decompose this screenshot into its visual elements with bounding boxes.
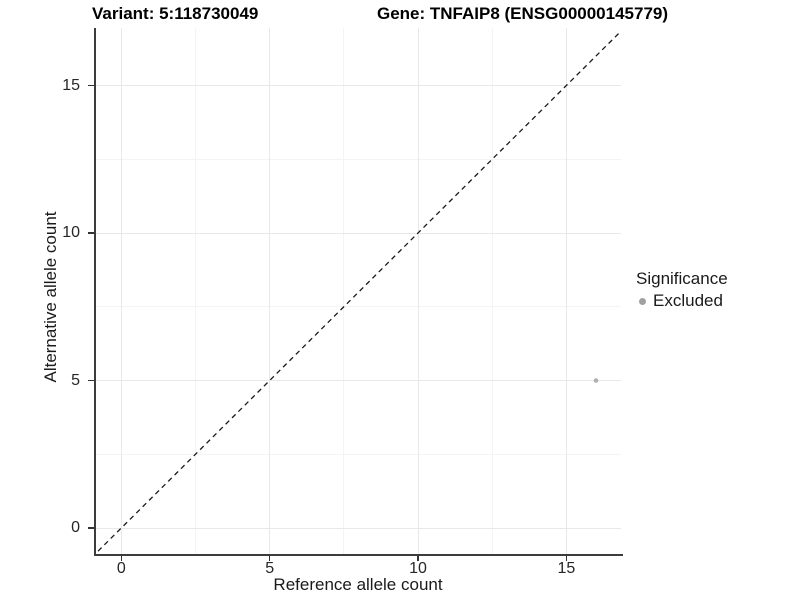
grid-minor-x: [343, 28, 345, 554]
grid-minor-y: [95, 158, 621, 160]
x-tick-label: 15: [557, 560, 576, 577]
y-tick-label: 5: [71, 371, 80, 389]
grid-major-y: [95, 527, 621, 529]
grid-minor-y: [95, 306, 621, 308]
grid-minor-x: [491, 28, 493, 554]
plot-title-gene: Gene: TNFAIP8 (ENSG00000145779): [377, 4, 669, 23]
data-point: [593, 378, 599, 383]
y-tick-label: 10: [62, 224, 80, 241]
y-tick-mark: [88, 379, 94, 382]
plot-panel: [95, 28, 621, 554]
x-tick-mark: [268, 556, 271, 561]
x-tick-label: 10: [409, 560, 427, 577]
x-tick-mark: [120, 556, 123, 561]
x-tick-mark: [417, 556, 419, 561]
grid-major-y: [95, 232, 621, 234]
grid-minor-y: [95, 453, 621, 455]
grid-minor-x: [194, 28, 196, 554]
x-tick-label: 5: [265, 560, 275, 577]
identity-line: [95, 30, 621, 554]
x-tick-label: 0: [116, 560, 126, 577]
y-tick-mark: [88, 527, 94, 529]
y-tick-label: 0: [71, 519, 80, 536]
grid-major-x: [417, 28, 419, 554]
x-tick-mark: [565, 556, 568, 561]
grid-major-x: [120, 28, 122, 554]
grid-major-y: [95, 380, 621, 381]
plot-title-variant: Variant: 5:118730049: [92, 4, 259, 23]
grid-major-y: [95, 85, 621, 86]
x-axis-line: [93, 554, 623, 556]
legend-item-label: Excluded: [653, 291, 723, 310]
y-tick-mark: [88, 232, 94, 234]
legend-item: Excluded: [636, 291, 728, 311]
y-tick-label: 15: [62, 76, 80, 94]
legend-title: Significance: [636, 269, 728, 288]
legend-items: Excluded: [636, 291, 728, 311]
plot-canvas: [95, 30, 621, 554]
x-axis-title: Reference allele count: [273, 575, 443, 594]
legend: Significance Excluded: [636, 269, 728, 311]
y-axis-line: [93, 28, 96, 556]
grid-major-x: [565, 28, 567, 554]
y-tick-mark: [88, 84, 94, 87]
legend-key-point-icon: [639, 297, 646, 305]
grid-major-x: [269, 28, 271, 554]
